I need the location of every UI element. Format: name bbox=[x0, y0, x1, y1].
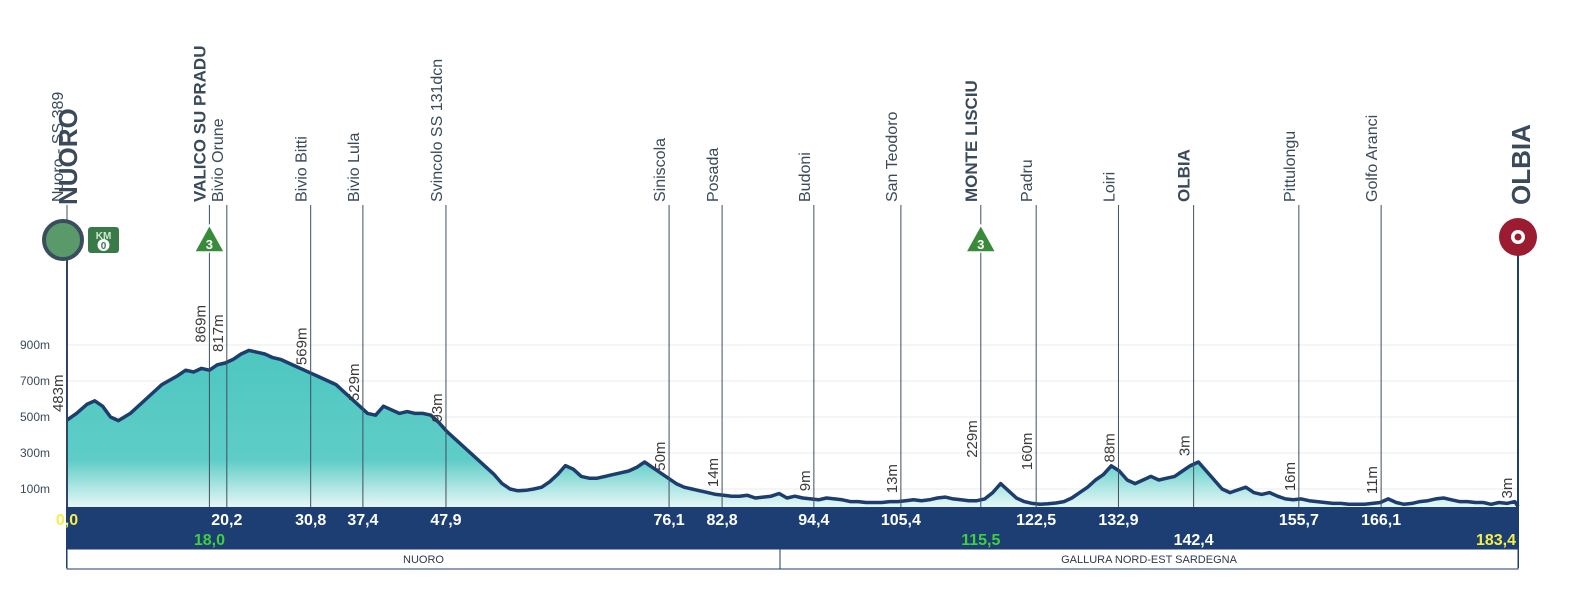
profile-fill bbox=[67, 350, 1518, 507]
start-marker-icon bbox=[42, 219, 84, 261]
finish-name: OLBIA bbox=[1506, 124, 1536, 205]
km-label: 76,1 bbox=[654, 512, 685, 529]
altitude-label: 529m bbox=[346, 364, 363, 402]
km-label: 105,4 bbox=[881, 512, 921, 529]
waypoint-name: Golfo Aranci bbox=[1364, 115, 1381, 202]
km-label: 20,2 bbox=[211, 512, 242, 529]
start-name: NUORO bbox=[53, 108, 83, 205]
altitude-label: 229m bbox=[964, 420, 981, 458]
altitude-labels: 483m 869m 817m 569m 529m 93m 50m 14m 9m 13m 229m 16… bbox=[50, 305, 1516, 498]
waypoint-name: Pittulongu bbox=[1282, 131, 1299, 202]
waypoint-name: VALICO SU PRADU bbox=[190, 46, 209, 202]
altitude-label: 13m bbox=[884, 464, 901, 493]
km-label: 30,8 bbox=[295, 512, 326, 529]
region-band: NUORO GALLURA NORD-EST SARDEGNA bbox=[66, 548, 1519, 570]
waypoint-name: San Teodoro bbox=[884, 111, 901, 202]
profile-area bbox=[65, 348, 1520, 508]
altitude-label: 569m bbox=[294, 328, 311, 366]
markers: 3 3 KM0 bbox=[42, 218, 1537, 261]
km-label: 115,5 bbox=[961, 532, 1000, 549]
climb-category-label: 3 bbox=[206, 237, 213, 252]
km-label: 94,4 bbox=[798, 512, 829, 529]
y-tick-label: 900m bbox=[20, 338, 50, 352]
y-axis-ticks: 100m 300m 500m 700m 900m bbox=[20, 338, 50, 496]
y-tick-label: 100m bbox=[20, 482, 50, 496]
waypoint-name: MONTE LISCIU bbox=[962, 80, 981, 202]
altitude-label: 869m bbox=[192, 305, 209, 343]
y-tick-label: 700m bbox=[20, 374, 50, 388]
climb-category-icon bbox=[965, 224, 997, 253]
waypoint-name: Padru bbox=[1019, 159, 1036, 202]
km-label: 0,0 bbox=[56, 512, 78, 529]
region-label: GALLURA NORD-EST SARDEGNA bbox=[1061, 554, 1238, 566]
km-label: 183,4 bbox=[1476, 532, 1516, 549]
altitude-label: 9m bbox=[797, 470, 814, 491]
y-tick-label: 500m bbox=[20, 410, 50, 424]
waypoint-name: Siniscola bbox=[652, 138, 669, 202]
altitude-label: 3m bbox=[1499, 478, 1516, 499]
altitude-label: 88m bbox=[1101, 433, 1118, 462]
climb-category-label: 3 bbox=[977, 237, 984, 252]
km-band: 0,0 18,0 20,2 30,8 37,4 47,9 76,1 82,8 94,4 105,4… bbox=[56, 507, 1518, 549]
altitude-label: 483m bbox=[50, 375, 67, 413]
waypoint-name: Bivio Orune bbox=[210, 118, 227, 202]
waypoint-name: Budoni bbox=[797, 152, 814, 202]
km-label: 155,7 bbox=[1279, 512, 1319, 529]
region-band-bg bbox=[66, 548, 1519, 570]
km-label: 122,5 bbox=[1016, 512, 1056, 529]
region-label: NUORO bbox=[403, 554, 444, 566]
waypoint-name: Loiri bbox=[1101, 172, 1118, 202]
waypoint-lines bbox=[66, 205, 1519, 568]
waypoint-name: Nuoro - SS 389 bbox=[50, 92, 67, 202]
waypoint-name: Bivio Bitti bbox=[294, 136, 311, 202]
waypoint-name: OLBIA bbox=[1175, 149, 1194, 202]
altitude-label: 11m bbox=[1364, 466, 1381, 494]
km-label: 82,8 bbox=[707, 512, 738, 529]
altitude-label: 160m bbox=[1019, 433, 1036, 471]
waypoint-name: Posada bbox=[705, 148, 722, 202]
waypoint-name: Bivio Lula bbox=[346, 133, 363, 202]
altitude-label: 50m bbox=[652, 442, 669, 471]
km-label: 132,9 bbox=[1098, 512, 1138, 529]
km-zero-badge-circle bbox=[97, 239, 110, 251]
waypoint-names: Nuoro - SS 389 VALICO SU PRADU Bivio Orune… bbox=[50, 46, 1536, 205]
profile-line bbox=[65, 348, 1520, 508]
km-zero-badge-km: KM bbox=[96, 231, 112, 242]
km-label: 166,1 bbox=[1361, 512, 1401, 529]
km-label: 37,4 bbox=[347, 512, 378, 529]
altitude-label: 3m bbox=[1177, 435, 1194, 456]
y-tick-label: 300m bbox=[20, 446, 50, 460]
altitude-label: 16m bbox=[1282, 462, 1299, 491]
altitude-label: 817m bbox=[210, 314, 227, 352]
altitude-label: 14m bbox=[705, 458, 722, 487]
km-label: 142,4 bbox=[1174, 532, 1214, 549]
km-label: 47,9 bbox=[430, 512, 461, 529]
finish-marker-dot bbox=[1514, 233, 1522, 241]
altitude-label: 93m bbox=[429, 393, 446, 422]
km-label: 18,0 bbox=[194, 532, 225, 549]
waypoint-name: Svincolo SS 131dcn bbox=[429, 59, 446, 202]
climb-category-icon bbox=[193, 224, 226, 253]
km-zero-badge-zero: 0 bbox=[101, 241, 107, 252]
km-band-bg bbox=[67, 507, 1518, 549]
